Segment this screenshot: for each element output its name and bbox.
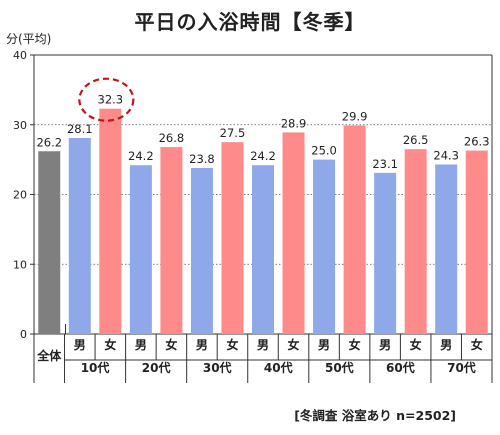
survey-note: [冬調査 浴室あり n=2502] (294, 408, 456, 423)
y-tick-label: 40 (13, 49, 27, 62)
x-tick-label-female: 女 (349, 337, 361, 352)
data-label: 25.0 (311, 144, 337, 158)
x-tick-label-male: 男 (135, 338, 147, 352)
highlight-circle (78, 77, 135, 122)
x-tick-label-male: 男 (74, 338, 86, 352)
x-group-label: 40代 (264, 360, 293, 375)
bar-60代-男 (374, 172, 397, 334)
bar-70代-男 (435, 164, 458, 334)
data-label: 28.1 (67, 122, 93, 136)
bar-40代-男 (252, 165, 274, 334)
data-label: 26.8 (159, 131, 185, 145)
data-label: 27.5 (220, 126, 246, 140)
bar-20代-男 (129, 165, 152, 334)
x-tick-label-female: 女 (104, 337, 116, 352)
data-label: 28.9 (281, 116, 307, 130)
x-group-label: 20代 (142, 360, 171, 375)
x-group-label: 60代 (386, 360, 415, 375)
x-tick-label-female: 女 (410, 337, 422, 352)
data-label: 26.3 (464, 135, 490, 149)
data-label: 24.3 (433, 149, 459, 163)
x-group-label: 50代 (325, 360, 354, 375)
data-label: 23.1 (372, 157, 398, 171)
bar-20代-女 (160, 147, 183, 334)
y-tick-label: 20 (13, 189, 27, 202)
data-label: 26.2 (36, 135, 62, 149)
x-tick-label-male: 男 (196, 338, 208, 352)
y-tick-label: 30 (13, 119, 27, 132)
x-group-label: 全体 (36, 348, 62, 363)
y-tick-label: 0 (20, 328, 27, 341)
x-tick-label-male: 男 (379, 338, 391, 352)
x-tick-label-female: 女 (288, 337, 300, 352)
chart-title: 平日の入浴時間【冬季】 (134, 10, 366, 34)
bar-50代-女 (343, 125, 366, 334)
bar-40代-女 (282, 132, 305, 334)
x-tick-label-female: 女 (226, 337, 238, 352)
x-tick-label-female: 女 (471, 337, 483, 352)
data-label: 29.9 (342, 109, 368, 123)
bar-60代-女 (404, 149, 427, 334)
x-group-label: 10代 (81, 360, 110, 375)
data-label: 32.3 (98, 93, 124, 107)
y-axis-unit-label: 分(平均) (6, 32, 52, 46)
x-tick-label-male: 男 (440, 338, 452, 352)
x-tick-label-male: 男 (257, 338, 269, 352)
bar-30代-男 (190, 167, 213, 334)
data-label: 24.2 (250, 149, 276, 163)
bar-10代-女 (99, 108, 122, 335)
bar-30代-女 (221, 142, 244, 334)
x-group-label: 70代 (447, 360, 476, 375)
data-label: 24.2 (128, 149, 154, 163)
x-tick-label-female: 女 (165, 337, 177, 352)
bar-50代-男 (313, 159, 336, 334)
x-tick-label-male: 男 (318, 338, 330, 352)
x-group-label: 30代 (203, 360, 232, 375)
data-label: 26.5 (403, 133, 429, 147)
bar-全体 (38, 151, 61, 334)
y-tick-label: 10 (13, 258, 27, 271)
bar-10代-男 (68, 138, 91, 334)
bar-70代-女 (465, 150, 488, 334)
data-label: 23.8 (189, 152, 215, 166)
